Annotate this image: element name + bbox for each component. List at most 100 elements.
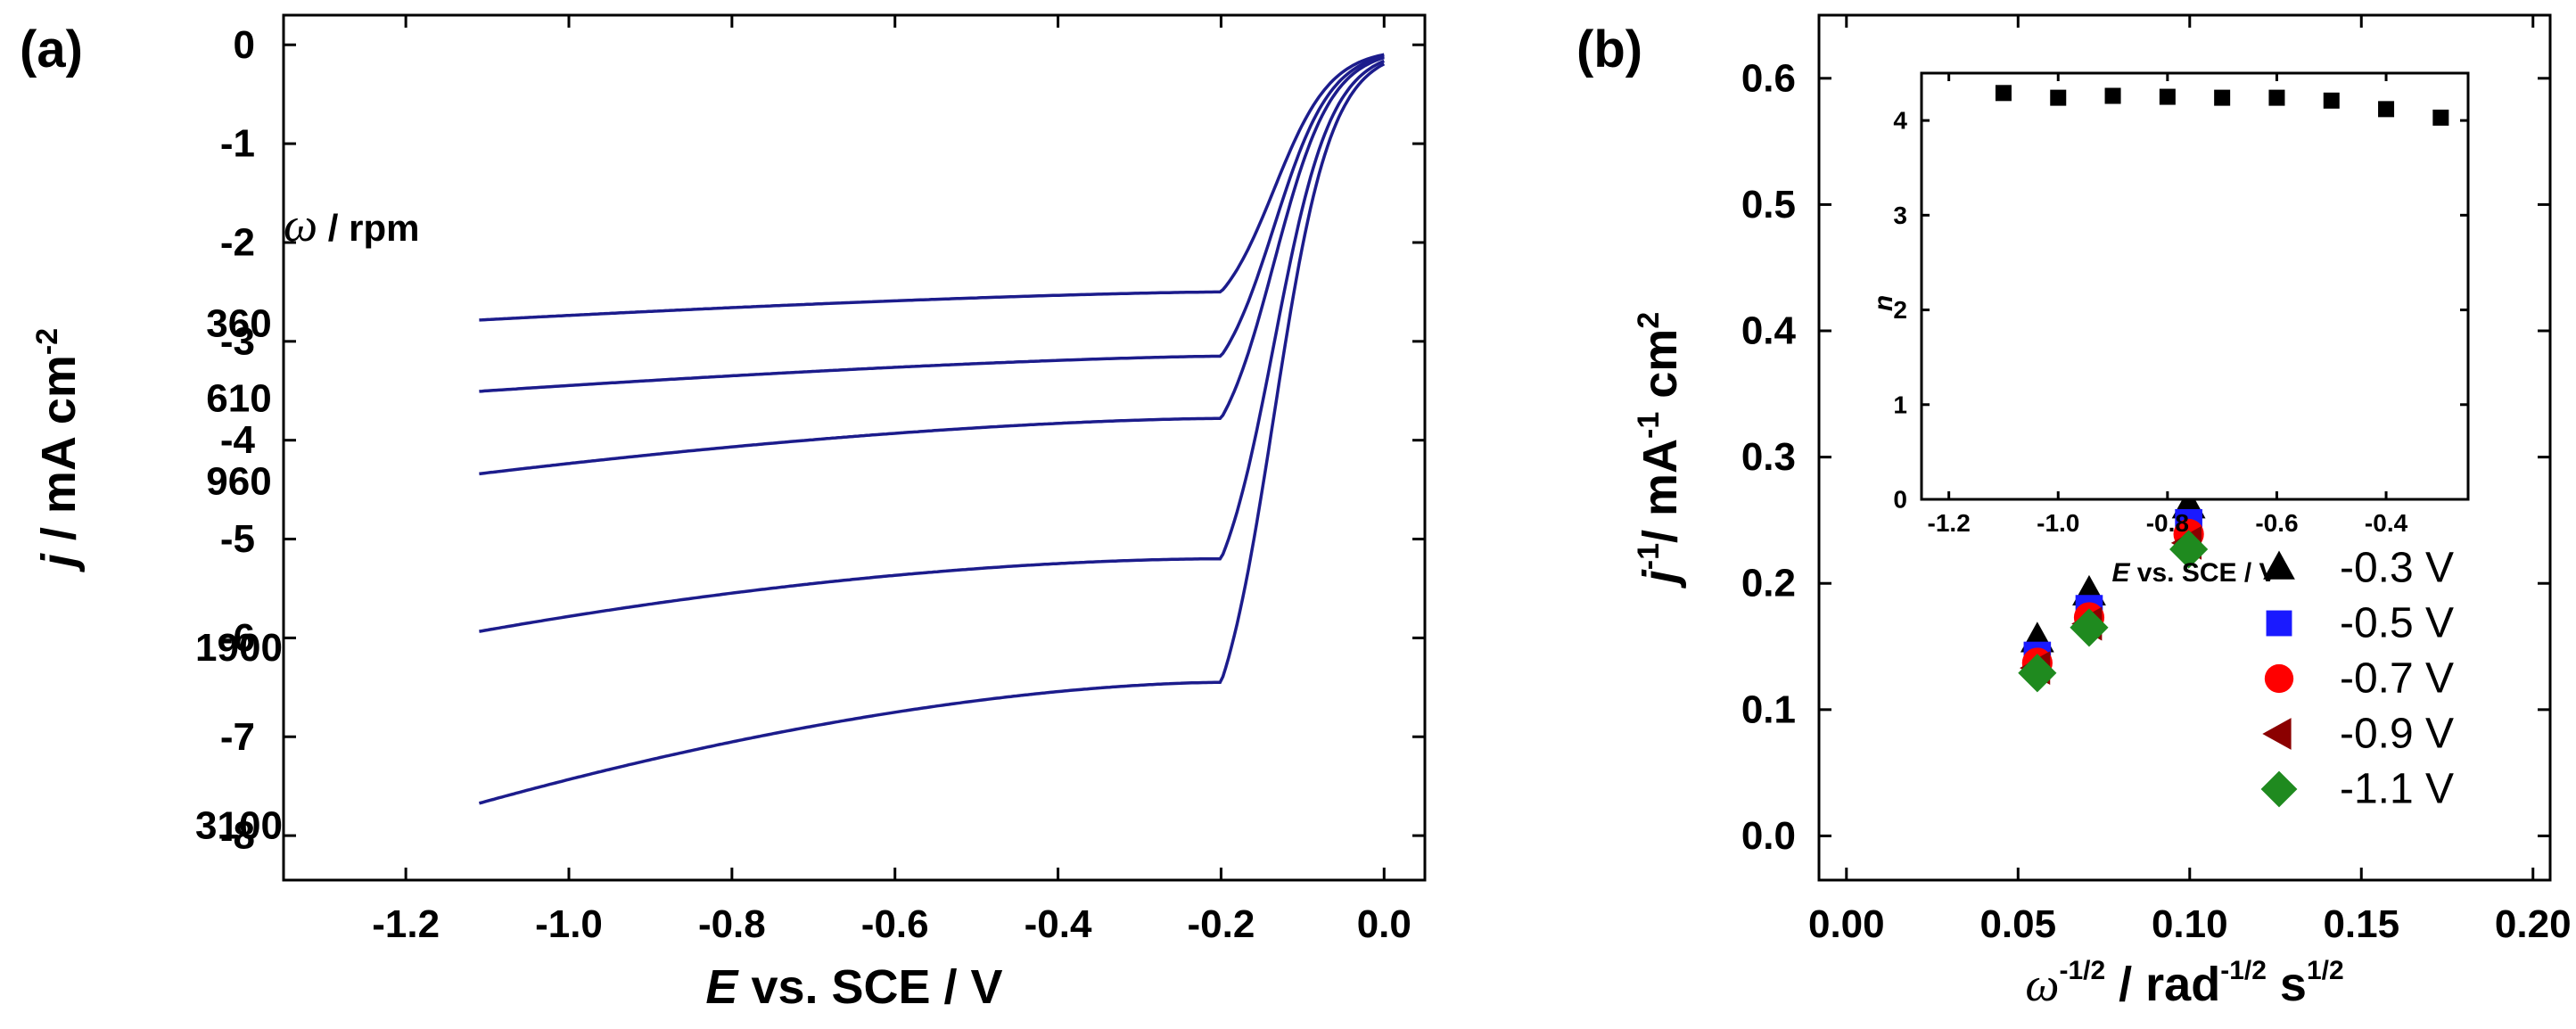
inset-x-tick-label: -1.2	[1928, 509, 1971, 537]
legend-marker--0.3V	[2263, 550, 2295, 580]
inset-x-tick-label: -0.4	[2365, 509, 2408, 537]
panel-a-chart: (a) -1.2 -1.0 -0.8 -0.6 -0.4 -0.2 0.0 0 -1 -2 -3 -…	[20, 13, 1427, 1014]
curve-label-960: 960	[206, 460, 271, 504]
panel-a-x-tick-label: -1.0	[535, 902, 603, 946]
panel-a-label: (a)	[20, 21, 83, 78]
y-title-rest: / mA cm	[32, 355, 86, 554]
bx-sup3: 1/2	[2307, 956, 2344, 985]
x-title-rest: vs. SCE / V	[737, 960, 1002, 1014]
by-sup3: 2	[1632, 312, 1666, 329]
panel-b-legend: -0.3 V -0.5 V -0.7 V -0.9 V -1.1 V	[2260, 545, 2454, 813]
by-sup1: -1	[1632, 543, 1666, 570]
y-title-italic: j	[32, 553, 86, 572]
panel-b-frame	[1817, 13, 2552, 882]
inset-point	[2378, 101, 2395, 118]
legend-marker--1.1V	[2260, 770, 2298, 808]
bx-sup1: -1/2	[2059, 956, 2105, 985]
curve-label-3100: 3100	[195, 804, 283, 848]
point--1.1V	[2018, 654, 2057, 693]
rde-curve-3100	[478, 62, 1386, 805]
panel-b-label: (b)	[1576, 21, 1642, 78]
panel-b-y-tick-label: 0.0	[1741, 814, 1796, 858]
rde-curve-960	[479, 55, 1385, 476]
bx-sup2: -1/2	[2220, 956, 2267, 985]
inset-frame	[1920, 71, 2470, 501]
panel-a-x-title: E vs. SCE / V	[705, 960, 1002, 1014]
inset-point	[2050, 89, 2067, 106]
panel-b-x-tick-label: 0.10	[2152, 902, 2228, 946]
bx-s: s	[2267, 958, 2307, 1011]
legend-label: -0.3 V	[2340, 545, 2454, 592]
panel-b-y-tick-label: 0.6	[1741, 56, 1796, 100]
x-title-italic: E	[705, 960, 739, 1014]
inset-points	[1995, 85, 2449, 126]
panel-a-legend-title: ω / rpm	[284, 198, 420, 251]
curve-label-1900: 1900	[195, 626, 283, 670]
panel-a-curves	[478, 53, 1386, 805]
inset-y-axis: 0 1 2 3 4	[1893, 107, 2468, 514]
inset-y-tick-label: 3	[1893, 202, 1907, 229]
panel-a-x-axis: -1.2 -1.0 -0.8 -0.6 -0.4 -0.2 0.0	[372, 15, 1411, 946]
panel-a-y-tick-label: -6	[220, 616, 255, 660]
inset-y-tick-label: 2	[1893, 296, 1907, 324]
legend-title-symbol: ω	[284, 198, 317, 251]
legend-marker--0.9V	[2262, 718, 2292, 750]
inset-point	[2323, 92, 2340, 109]
inset-point	[1995, 85, 2012, 102]
inset-y-title: n	[1869, 295, 1898, 311]
panel-a-y-tick-label: -3	[220, 319, 255, 363]
panel-b-y-tick-label: 0.4	[1741, 309, 1797, 353]
panel-b-x-title: ω-1/2 / rad-1/2 s1/2	[2025, 956, 2343, 1011]
rde-curve-610	[479, 54, 1385, 393]
inset-y-tick-label: 4	[1893, 107, 1907, 135]
panel-a-x-tick-label: -0.4	[1025, 902, 1092, 946]
panel-a-y-tick-label: -2	[220, 220, 255, 264]
legend-label: -0.9 V	[2340, 711, 2454, 758]
panel-b-y-tick-label: 0.5	[1741, 183, 1796, 226]
inset-x-title: E vs. SCE / V	[2111, 558, 2276, 588]
panel-a-y-title: j / mA cm-2	[30, 328, 86, 572]
inset-x-tick-label: -0.6	[2255, 509, 2298, 537]
y-title-sup: -2	[30, 328, 64, 355]
panel-a-y-tick-label: -5	[220, 517, 255, 561]
inset-chart: -1.2 -1.0 -0.8 -0.6 -0.4 0 1 2 3 4 E vs. SCE / V…	[1869, 71, 2470, 588]
point--1.1V	[2070, 608, 2109, 647]
inset-x-axis: -1.2 -1.0 -0.8 -0.6 -0.4	[1928, 73, 2408, 537]
panel-b-x-axis: 0.00 0.05 0.10 0.15 0.20	[1808, 15, 2572, 946]
legend-label: -1.1 V	[2340, 766, 2454, 813]
panel-a-y-tick-label: -1	[220, 122, 255, 166]
inset-point	[2432, 109, 2449, 126]
panel-a-frame	[282, 13, 1427, 882]
inset-y-tick-label: 0	[1893, 486, 1907, 514]
rde-curve-360	[479, 53, 1385, 322]
inset-point	[2104, 87, 2121, 104]
by-sup2: -1	[1632, 412, 1666, 439]
rde-curve-1900	[479, 59, 1386, 633]
panel-b-y-tick-label: 0.1	[1741, 687, 1796, 731]
panel-a-x-tick-label: -0.6	[861, 902, 929, 946]
panel-a-y-axis: 0 -1 -2 -3 -4 -5 -6 -7 -8	[220, 23, 1425, 858]
by-cm: cm	[1634, 329, 1687, 412]
panel-a-x-tick-label: -0.8	[698, 902, 766, 946]
legend-marker--0.7V	[2264, 663, 2294, 694]
ix-italic: E	[2111, 558, 2130, 588]
legend-title-rest: / rpm	[317, 207, 419, 249]
by-mid: / mA	[1634, 439, 1687, 543]
bx-symbol: ω	[2025, 958, 2059, 1011]
inset-y-tick-label: 1	[1893, 391, 1907, 418]
inset-x-tick-label: -0.8	[2146, 509, 2189, 537]
panel-a-x-tick-label: -1.2	[372, 902, 440, 946]
bx-mid: / rad	[2105, 958, 2220, 1011]
panel-a-y-tick-label: -7	[220, 715, 255, 759]
panel-a-curve-labels: 360 610 960 1900 3100	[195, 301, 283, 847]
by-italic: j	[1634, 569, 1687, 589]
panel-b-y-axis: 0.0 0.1 0.2 0.3 0.4 0.5 0.6	[1741, 56, 2550, 858]
inset-x-tick-label: -1.0	[2037, 509, 2079, 537]
panel-a-y-tick-label: -8	[220, 814, 255, 858]
legend-marker--0.5V	[2266, 610, 2292, 637]
panel-b-y-tick-label: 0.3	[1741, 435, 1796, 479]
curve-label-610: 610	[206, 377, 271, 421]
inset-point	[2268, 89, 2285, 106]
panel-a-y-tick-label: 0	[234, 23, 255, 67]
